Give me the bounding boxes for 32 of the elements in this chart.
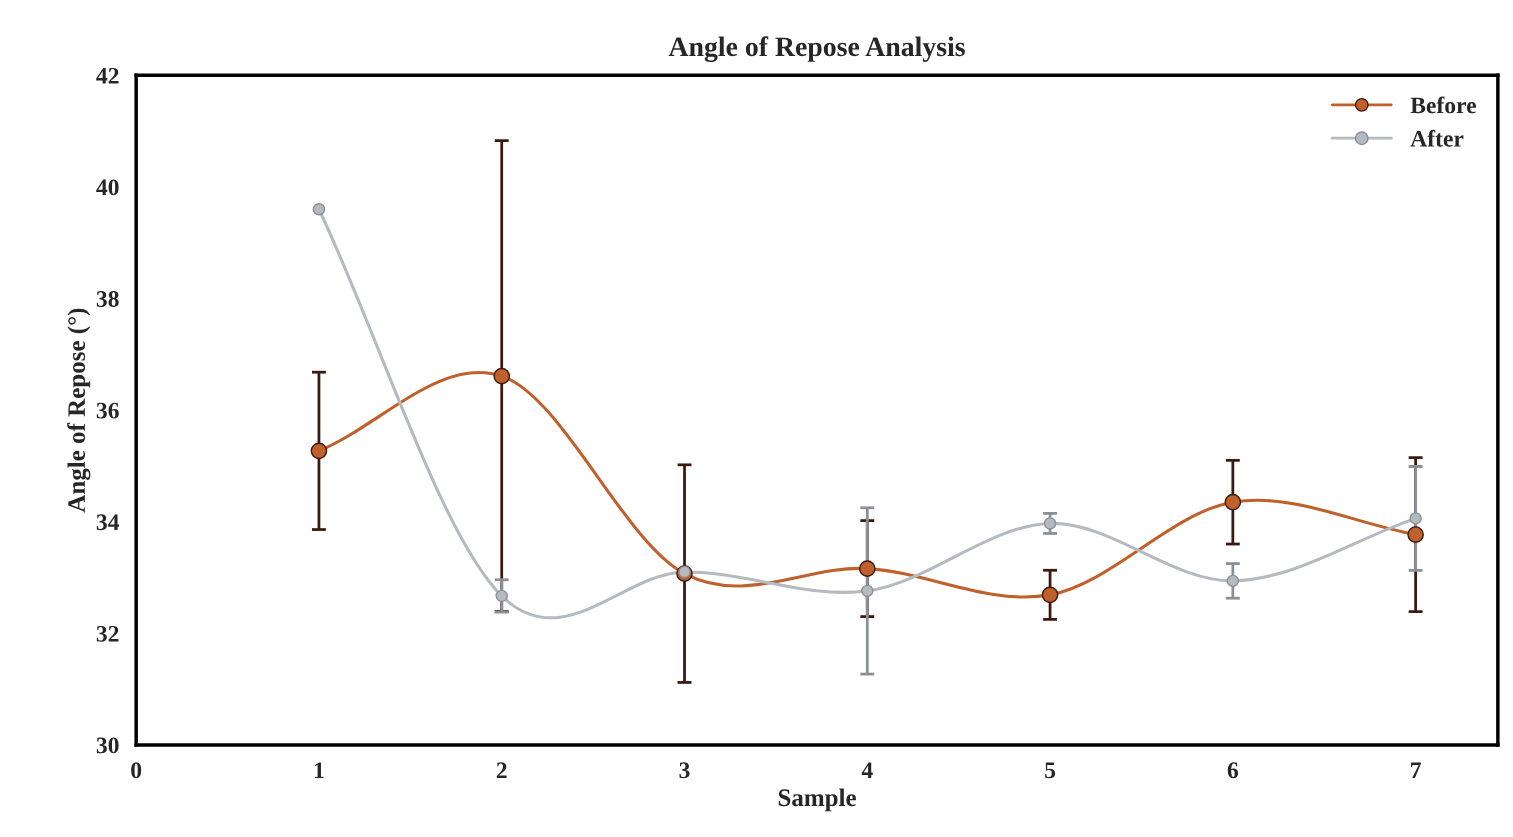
x-tick-label: 1 xyxy=(314,762,324,778)
y-tick-label: 32 xyxy=(96,625,119,642)
point xyxy=(495,589,508,603)
x-tick-label: 7 xyxy=(1411,762,1421,778)
y-axis-title: Angle of Repose (°) xyxy=(67,308,91,513)
y-tick-label: 38 xyxy=(96,291,119,307)
y-tick-label: 34 xyxy=(96,514,120,531)
point xyxy=(1409,512,1422,525)
y-tick-label: 42 xyxy=(96,67,119,84)
point xyxy=(1407,526,1424,543)
point xyxy=(493,367,511,385)
x-tick-label: 0 xyxy=(131,762,142,779)
x-axis-title: Sample xyxy=(778,788,856,812)
legend-label: After xyxy=(1410,129,1464,147)
point xyxy=(1043,517,1057,530)
point xyxy=(858,560,876,577)
legend-label: Before xyxy=(1410,96,1476,114)
point xyxy=(312,202,326,216)
y-tick-label: 40 xyxy=(96,179,119,196)
point xyxy=(1224,493,1242,511)
chart-title: Angle of Repose Analysis xyxy=(668,36,965,63)
x-tick-label: 3 xyxy=(679,762,690,779)
y-tick-label: 36 xyxy=(96,402,119,419)
point xyxy=(310,442,328,460)
x-tick-label: 4 xyxy=(861,762,873,778)
point xyxy=(1041,586,1059,604)
x-tick-label: 2 xyxy=(496,762,507,778)
x-tick-label: 5 xyxy=(1045,762,1056,779)
y-tick-label: 30 xyxy=(96,737,119,754)
x-tick-label: 6 xyxy=(1227,762,1239,779)
point xyxy=(1226,574,1240,588)
point xyxy=(861,584,874,598)
